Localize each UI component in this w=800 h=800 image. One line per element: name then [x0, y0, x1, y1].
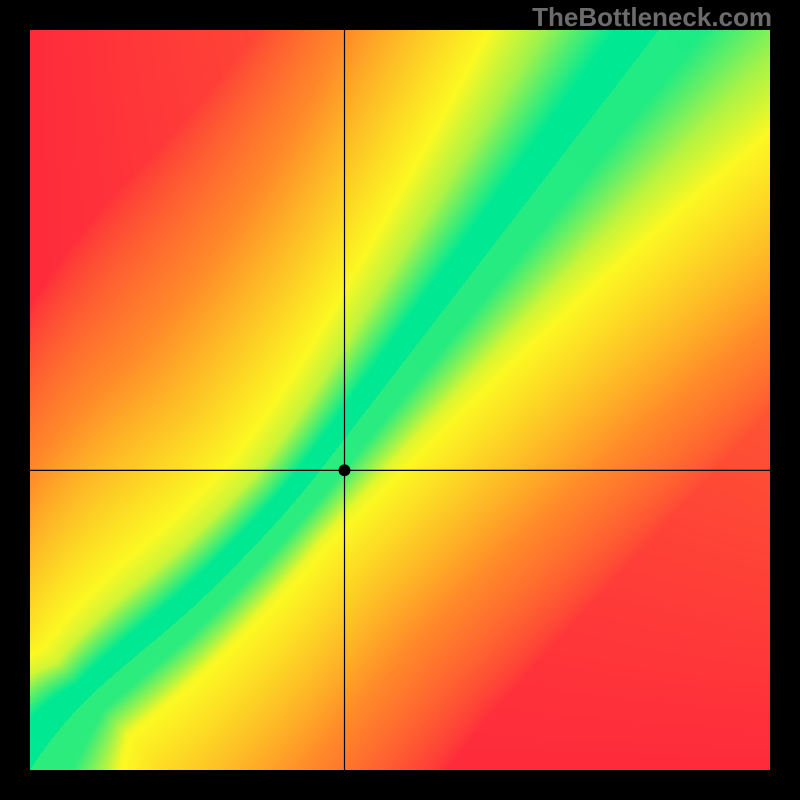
- watermark-text: TheBottleneck.com: [532, 2, 772, 33]
- bottleneck-heatmap: [0, 0, 800, 800]
- chart-container: TheBottleneck.com: [0, 0, 800, 800]
